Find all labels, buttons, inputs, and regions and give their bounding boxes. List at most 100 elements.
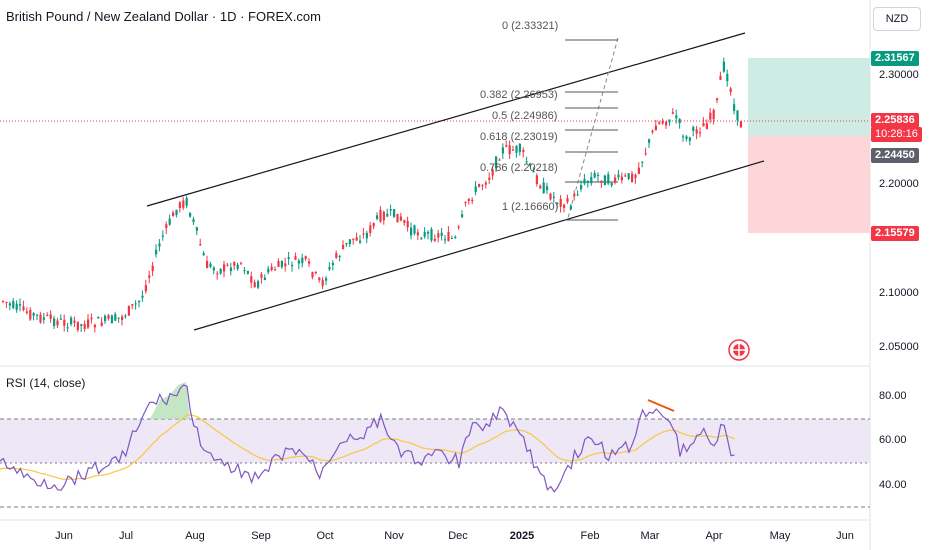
candle-body	[501, 147, 504, 154]
candle-body	[393, 209, 396, 217]
candle-body	[600, 180, 603, 183]
candle-body	[263, 277, 266, 280]
candle-body	[100, 322, 103, 326]
candle-body	[229, 267, 232, 272]
candle-body	[671, 112, 674, 114]
candle-body	[654, 125, 657, 131]
candle-body	[185, 197, 188, 206]
candle-body	[291, 265, 294, 267]
candle-body	[42, 317, 45, 320]
candle-body	[444, 239, 447, 241]
candle-body	[454, 236, 457, 239]
candle-body	[127, 305, 130, 316]
candle-body	[512, 149, 515, 151]
candle-body	[539, 185, 542, 189]
candle-body	[8, 303, 11, 306]
date-label-year: 2025	[509, 530, 535, 542]
candle-body	[702, 123, 705, 127]
candle-body	[331, 262, 334, 266]
candle-body	[311, 272, 314, 278]
target-zone[interactable]	[748, 58, 870, 136]
candle-body	[396, 213, 399, 223]
candle-body	[382, 211, 385, 221]
fib-label-0786: 0.786 (2.20218)	[480, 162, 558, 174]
candle-body	[56, 320, 59, 326]
candle-body	[699, 132, 702, 134]
candle-body	[243, 270, 246, 272]
entry-price-tag: 2.24450	[871, 148, 919, 163]
rsi-band	[0, 419, 870, 463]
candle-body	[226, 264, 229, 266]
candle-body	[335, 253, 338, 258]
candle-body	[274, 269, 277, 271]
candle-body	[369, 225, 372, 233]
candle-body	[644, 153, 647, 155]
candle-body	[471, 199, 474, 202]
candle-body	[668, 119, 671, 123]
channel-lower-line[interactable]	[193, 160, 765, 331]
candle-body	[372, 223, 375, 227]
candle-body	[467, 198, 470, 201]
candle-body	[83, 323, 86, 329]
candle-body	[178, 202, 181, 209]
candle-body	[352, 238, 355, 240]
candle-body	[736, 110, 739, 121]
rsi-ma-line	[0, 414, 735, 481]
candle-body	[719, 75, 722, 80]
candle-body	[410, 227, 413, 236]
candle-body	[610, 183, 613, 186]
candle-body	[342, 244, 345, 250]
candle-body	[46, 314, 49, 316]
candle-body	[597, 174, 600, 176]
date-label: Jul	[118, 530, 134, 542]
candle-body	[484, 182, 487, 185]
channel-upper-line[interactable]	[146, 32, 746, 207]
candle-body	[148, 275, 151, 278]
candle-body	[518, 144, 521, 153]
candle-body	[430, 229, 433, 241]
candle-body	[131, 304, 134, 306]
candle-body	[576, 194, 579, 196]
candle-body	[634, 174, 637, 178]
date-label: Apr	[705, 530, 723, 542]
candle-body	[19, 304, 22, 306]
candle-body	[104, 315, 107, 322]
candle-body	[440, 232, 443, 236]
rsi-tick: 80.00	[879, 390, 907, 402]
candle-body	[498, 159, 501, 161]
candle-body	[39, 314, 42, 323]
candle-body	[168, 218, 171, 225]
stop-price-tag: 2.15579	[871, 226, 919, 241]
candle-body	[318, 277, 321, 281]
candle-body	[355, 237, 358, 241]
candle-body	[12, 301, 15, 308]
candle-body	[93, 324, 96, 328]
candle-body	[678, 118, 681, 124]
candle-body	[15, 303, 18, 310]
candle-body	[250, 276, 253, 283]
candle-body	[158, 243, 161, 247]
candlestick-series[interactable]	[2, 57, 742, 333]
rsi-label[interactable]: RSI (14, close)	[6, 376, 86, 390]
currency-button[interactable]: NZD	[873, 7, 921, 31]
price-tick: 2.30000	[879, 69, 919, 81]
candle-body	[505, 145, 508, 147]
candle-body	[359, 240, 362, 243]
candle-body	[338, 255, 341, 258]
fib-label-0618: 0.618 (2.23019)	[480, 131, 558, 143]
candle-body	[365, 232, 368, 239]
candle-body	[481, 185, 484, 187]
rsi-divergence-line[interactable]	[647, 399, 675, 412]
candle-body	[270, 266, 273, 271]
rsi-overbought-fill	[150, 382, 190, 419]
candle-body	[552, 196, 555, 198]
stop-zone[interactable]	[748, 136, 870, 233]
candle-body	[403, 220, 406, 223]
candle-body	[206, 260, 209, 269]
fib-trend-line	[567, 37, 619, 219]
candle-body	[450, 237, 453, 239]
candle-body	[212, 267, 215, 271]
target-price-tag: 2.31567	[871, 51, 919, 66]
